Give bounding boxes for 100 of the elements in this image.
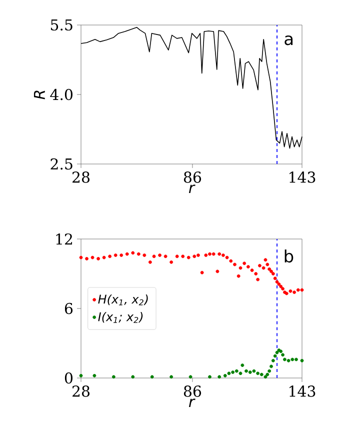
point [284, 292, 288, 296]
point [273, 354, 277, 358]
point [250, 268, 254, 272]
point [212, 252, 216, 256]
point [273, 276, 277, 280]
point [218, 375, 222, 379]
point [268, 369, 272, 373]
point [125, 252, 129, 256]
x-axis-title: r [188, 398, 196, 408]
point [277, 282, 281, 286]
x-tick-label: 86 [184, 172, 202, 183]
point [85, 256, 88, 260]
x-axis-title: r [188, 184, 196, 194]
point [266, 372, 270, 376]
y-tick-label: 12 [56, 233, 72, 245]
point [254, 272, 258, 276]
point [256, 278, 260, 282]
point [260, 372, 264, 376]
x-tick-label: 143 [290, 172, 316, 183]
annotation: b [284, 249, 294, 263]
y-tick-label: 5.5 [50, 19, 72, 31]
line-series [80, 26, 302, 149]
x-tick-label: 86 [184, 386, 202, 397]
y-tick-label: 0 [64, 372, 72, 384]
point [270, 364, 273, 368]
y-tick-label: 4.0 [50, 88, 72, 100]
x-tick-label: 28 [72, 386, 90, 397]
point [290, 358, 294, 362]
point [186, 256, 190, 260]
annotation: a [284, 35, 293, 46]
point [248, 370, 252, 374]
point [240, 364, 244, 367]
point [216, 270, 220, 274]
point [294, 358, 298, 362]
point [79, 374, 83, 378]
point [244, 369, 248, 373]
point [222, 254, 225, 257]
point [170, 260, 174, 264]
point [108, 254, 112, 258]
point [238, 372, 242, 376]
point [120, 254, 124, 257]
point [225, 256, 229, 260]
y-axis-title: R [34, 90, 45, 100]
point [218, 252, 222, 256]
point [148, 260, 152, 264]
point [275, 350, 279, 354]
point [131, 375, 135, 379]
point [196, 254, 200, 257]
point [279, 284, 283, 288]
point [142, 254, 146, 257]
point [275, 280, 279, 284]
point [114, 254, 118, 257]
y-tick-label: 6 [64, 302, 73, 314]
x-tick-label: 143 [290, 386, 316, 397]
point [256, 372, 260, 376]
point [300, 288, 304, 292]
point [175, 254, 179, 258]
point [266, 262, 270, 266]
point [208, 375, 212, 379]
point [252, 369, 256, 373]
point [90, 256, 94, 260]
point [227, 372, 231, 376]
point [150, 375, 154, 379]
x-tick-label: 28 [72, 172, 90, 183]
point [96, 256, 100, 260]
point [204, 254, 208, 257]
point [112, 375, 116, 379]
legend-label: H(x$_{1}$, x$_{2}$) [98, 294, 148, 306]
point [296, 288, 300, 292]
point [281, 287, 284, 291]
point [236, 274, 240, 278]
point [258, 264, 262, 268]
point [268, 267, 272, 271]
point [262, 266, 266, 270]
point [188, 375, 192, 379]
point [164, 254, 168, 258]
point [288, 289, 292, 293]
point [131, 251, 135, 255]
point [234, 369, 238, 373]
point [192, 254, 196, 258]
point [229, 259, 233, 263]
point [271, 358, 275, 362]
point [233, 262, 236, 266]
y-tick-label: 2.5 [50, 158, 72, 170]
point [208, 252, 212, 256]
legend-label: I(x$_{1}$; x$_{2}$) [98, 312, 143, 323]
point [264, 258, 268, 262]
point [264, 375, 268, 379]
point [79, 256, 83, 260]
point [158, 254, 162, 257]
point [281, 353, 284, 357]
point [246, 265, 250, 268]
point [283, 358, 286, 362]
point [300, 358, 304, 362]
point [242, 262, 246, 266]
point [102, 256, 106, 260]
point [136, 252, 140, 256]
point [92, 374, 96, 378]
point [152, 254, 156, 258]
point [231, 370, 235, 374]
